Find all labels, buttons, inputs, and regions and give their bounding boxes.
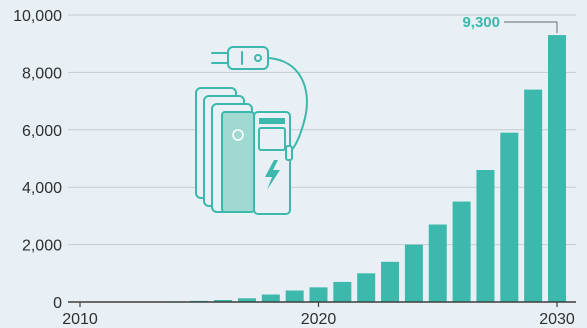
x-tick-label: 2010 (62, 311, 98, 328)
bar (214, 299, 233, 302)
x-axis-ticks: 2010 2020 2030 (62, 302, 575, 328)
gridlines (68, 14, 576, 246)
bar (428, 224, 447, 302)
y-tick-label: 2,000 (22, 238, 62, 255)
bar (237, 298, 256, 302)
ev-charging-station-icon (195, 46, 308, 215)
y-tick-label: 6,000 (22, 123, 62, 140)
x-tick-label: 2030 (539, 311, 575, 328)
bar (500, 132, 519, 302)
bar-series (166, 35, 566, 303)
bar (381, 261, 400, 302)
bar (357, 273, 376, 302)
y-axis-ticks: 0 2,000 4,000 6,000 8,000 10,000 (13, 8, 62, 312)
bar (285, 290, 304, 302)
value-callout: 9,300 (462, 14, 558, 34)
x-tick-label: 2020 (301, 311, 337, 328)
y-tick-label: 4,000 (22, 180, 62, 197)
callout-leader-line (504, 21, 558, 34)
callout-label: 9,300 (462, 14, 500, 31)
bar (309, 287, 328, 302)
bar (452, 201, 471, 302)
bar (524, 89, 543, 303)
bar (476, 169, 495, 302)
bar (404, 244, 423, 302)
bar (261, 294, 280, 302)
bar (548, 35, 566, 303)
y-tick-label: 10,000 (13, 8, 62, 25)
y-tick-label: 0 (53, 295, 62, 312)
y-tick-label: 8,000 (22, 65, 62, 82)
bar (333, 281, 352, 302)
